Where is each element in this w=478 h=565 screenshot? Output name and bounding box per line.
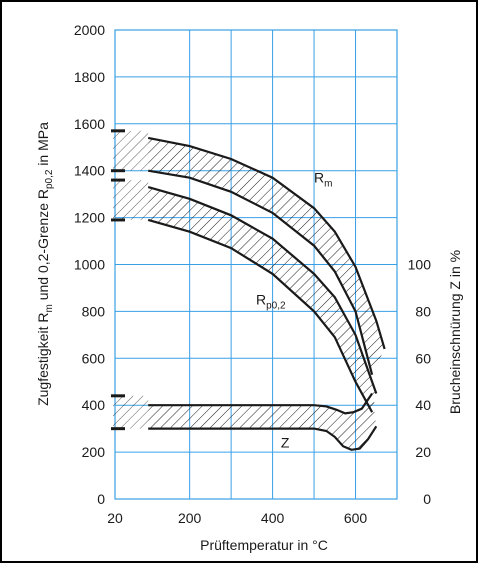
band-label-sub: p0,2 <box>266 300 286 311</box>
y-left-tick-label: 1200 <box>74 210 105 226</box>
x-axis-label: Prüftemperatur in °C <box>200 537 328 553</box>
labels: Prüftemperatur in °C Brucheinschnürung Z… <box>35 122 463 553</box>
y-left-tick-label: 1000 <box>74 257 105 273</box>
y-right-tick-label: 80 <box>415 303 431 319</box>
y-left-tick-label: 800 <box>82 303 106 319</box>
ylabel-sub-m: m <box>44 304 55 312</box>
x-tick-label: 600 <box>344 510 368 526</box>
range-fill <box>113 180 149 220</box>
x-tick-label: 200 <box>178 510 202 526</box>
band-lower-line <box>147 218 374 413</box>
x-tick-label: 20 <box>107 510 123 526</box>
ylabel-sub-p: p0,2 <box>44 169 55 189</box>
band-label-sub: m <box>324 178 332 189</box>
y-right-tick-label: 40 <box>415 397 431 413</box>
y-axis-right-label: Brucheinschnürung Z in % <box>447 250 463 414</box>
y-right-tick-label: 100 <box>408 257 432 273</box>
left-axis-ranges <box>111 129 149 431</box>
y-left-tick-label: 1400 <box>74 163 105 179</box>
band-fill-r-p0-2 <box>148 187 377 413</box>
range-fill <box>113 395 149 429</box>
y-left-tick-label: 1800 <box>74 69 105 85</box>
band-label-main: Z <box>281 434 290 450</box>
y-left-tick-label: 200 <box>82 444 106 460</box>
y-axis-left-label: Zugfestigkeit Rm und 0,2-Grenze Rp0,2 in… <box>35 122 55 406</box>
band-upper-line <box>147 186 378 394</box>
band-label-r-p0-2: Rp0,2 <box>256 291 286 311</box>
band-label-r-m: Rm <box>314 169 332 189</box>
y-left-tick-label: 1600 <box>74 116 105 132</box>
bands <box>147 136 386 451</box>
ylabel-part: Zugfestigkeit R <box>35 313 51 406</box>
band-fill-z <box>148 393 377 450</box>
band-label-main: R <box>256 291 266 307</box>
y-right-tick-label: 20 <box>415 444 431 460</box>
y-right-tick-label: 60 <box>415 350 431 366</box>
y-left-tick-label: 0 <box>97 491 105 507</box>
plot-border <box>114 29 398 500</box>
y-right-tick-label: 0 <box>423 491 431 507</box>
band-lower-line <box>148 425 378 451</box>
range-fill <box>113 130 149 171</box>
band-label-main: R <box>314 169 324 185</box>
ylabel-part: und 0,2-Grenze R <box>35 189 51 304</box>
band-lower-line <box>148 169 374 375</box>
x-tick-label: 400 <box>261 510 285 526</box>
ylabel-part: in MPa <box>35 122 51 170</box>
y-left-tick-label: 2000 <box>74 22 105 38</box>
band-label-z: Z <box>281 434 290 450</box>
band-upper-line <box>147 136 386 350</box>
band-fill-r-m <box>148 137 385 375</box>
band-upper-line <box>148 392 374 415</box>
y-left-tick-label: 600 <box>82 350 106 366</box>
y-left-tick-label: 400 <box>82 397 106 413</box>
